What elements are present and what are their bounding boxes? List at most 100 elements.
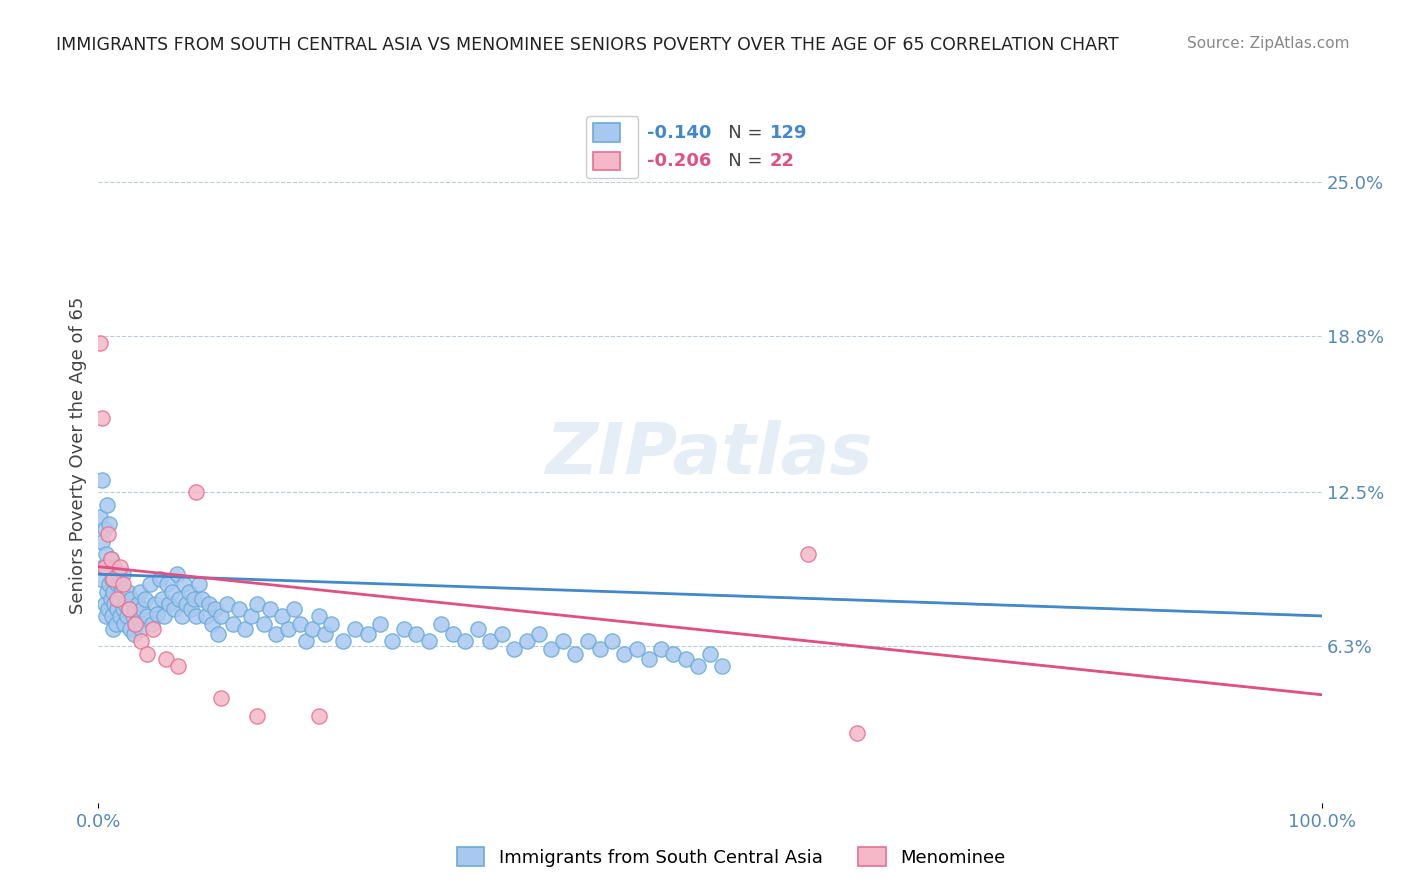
Point	[97, 527, 120, 541]
Point	[103, 559, 125, 574]
Point	[110, 609, 132, 624]
Point	[491, 627, 513, 641]
Point	[441, 627, 464, 641]
Point	[197, 597, 219, 611]
Point	[100, 552, 122, 566]
Point	[186, 485, 208, 500]
Text: ZIPatlas: ZIPatlas	[547, 420, 873, 490]
Point	[117, 584, 139, 599]
Point	[270, 609, 294, 624]
Point	[101, 622, 124, 636]
Point	[96, 584, 118, 599]
Point	[187, 577, 209, 591]
Point	[141, 616, 163, 631]
Point	[91, 473, 114, 487]
Point	[124, 616, 146, 631]
Point	[97, 602, 120, 616]
Point	[89, 510, 111, 524]
Point	[176, 597, 198, 611]
Point	[540, 641, 562, 656]
Point	[110, 577, 132, 591]
Point	[503, 641, 526, 656]
Point	[675, 651, 697, 665]
Point	[157, 597, 180, 611]
Text: R =: R =	[600, 152, 640, 169]
Text: -0.140: -0.140	[647, 125, 711, 143]
Point	[252, 616, 274, 631]
Point	[553, 634, 575, 648]
Point	[136, 609, 159, 624]
Point	[215, 597, 238, 611]
Point	[93, 559, 115, 574]
Point	[576, 634, 599, 648]
Point	[91, 535, 114, 549]
Point	[711, 659, 734, 673]
Point	[191, 592, 214, 607]
Point	[180, 602, 202, 616]
Point	[124, 602, 146, 616]
Point	[112, 616, 135, 631]
Point	[160, 584, 183, 599]
Point	[131, 602, 153, 616]
Point	[105, 577, 128, 591]
Point	[91, 410, 114, 425]
Point	[301, 622, 323, 636]
Point	[120, 592, 142, 607]
Point	[170, 609, 193, 624]
Point	[129, 584, 152, 599]
Point	[344, 622, 367, 636]
Point	[797, 547, 820, 561]
Point	[153, 609, 176, 624]
Point	[105, 602, 128, 616]
Point	[173, 577, 195, 591]
Point	[129, 622, 152, 636]
Point	[430, 616, 453, 631]
Point	[167, 659, 190, 673]
Text: N =: N =	[711, 125, 768, 143]
Point	[156, 577, 179, 591]
Point	[97, 559, 120, 574]
Point	[115, 609, 138, 624]
Point	[368, 616, 391, 631]
Point	[699, 647, 721, 661]
Point	[101, 572, 124, 586]
Point	[332, 634, 354, 648]
Point	[613, 647, 636, 661]
Point	[100, 552, 122, 566]
Point	[308, 708, 330, 723]
Point	[93, 597, 115, 611]
Point	[101, 609, 124, 624]
Point	[98, 517, 121, 532]
Point	[177, 584, 200, 599]
Point	[467, 622, 489, 636]
Point	[98, 577, 121, 591]
Point	[381, 634, 404, 648]
Point	[259, 602, 281, 616]
Point	[650, 641, 672, 656]
Point	[163, 602, 186, 616]
Point	[136, 647, 159, 661]
Point	[845, 726, 868, 740]
Point	[94, 547, 117, 561]
Point	[246, 708, 269, 723]
Point	[183, 592, 205, 607]
Point	[233, 622, 256, 636]
Text: 129: 129	[769, 125, 807, 143]
Text: 22: 22	[769, 152, 794, 169]
Point	[120, 622, 142, 636]
Point	[107, 567, 129, 582]
Point	[111, 584, 134, 599]
Point	[104, 616, 127, 631]
Point	[96, 498, 118, 512]
Point	[134, 592, 156, 607]
Point	[207, 627, 229, 641]
Point	[101, 572, 124, 586]
Text: N =: N =	[711, 152, 768, 169]
Point	[308, 609, 330, 624]
Point	[111, 577, 134, 591]
Point	[110, 559, 132, 574]
Point	[93, 523, 115, 537]
Point	[638, 651, 661, 665]
Point	[589, 641, 612, 656]
Text: Source: ZipAtlas.com: Source: ZipAtlas.com	[1187, 36, 1350, 51]
